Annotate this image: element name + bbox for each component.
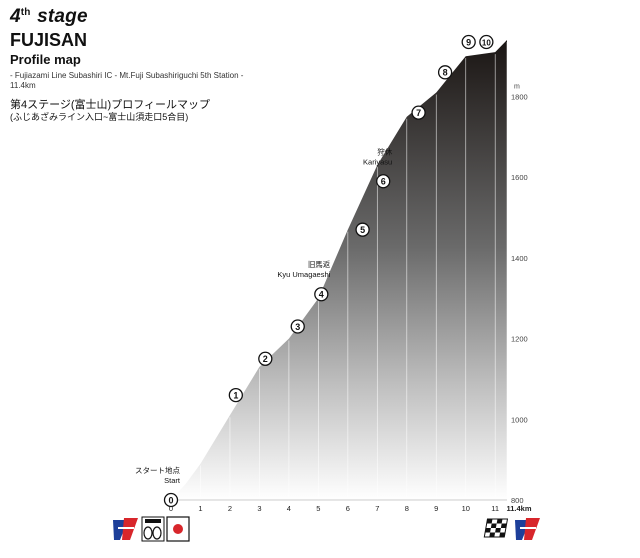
checkpoint-label: 0: [168, 495, 173, 505]
annotation-en: Kyu Umagaeshi: [277, 270, 330, 279]
x-tick-label: 9: [434, 504, 438, 513]
x-tick-label: 11: [491, 504, 499, 513]
x-tick-label: 4: [287, 504, 291, 513]
checkpoint-label: 2: [263, 354, 268, 364]
x-tick-label: 7: [375, 504, 379, 513]
checkpoint-marker: [437, 65, 453, 80]
elevation-area-group: [171, 40, 507, 500]
checkpoint-marker: [376, 174, 391, 189]
checkpoint-label: 1: [233, 390, 238, 400]
x-tick-label: 11.4km: [506, 504, 531, 513]
y-tick-label: 1400: [511, 254, 528, 263]
route-distance: 11.4km: [10, 81, 36, 90]
checkpoint-marker: [228, 387, 243, 403]
checkpoint-marker: [479, 34, 494, 50]
checkpoint-marker: [163, 492, 179, 508]
annotation-jp: スタート地点: [135, 465, 180, 475]
checkered-flag: [483, 518, 509, 538]
checkpoint-marker: [355, 222, 370, 237]
route-description: - Fujiazami Line Subashiri IC - Mt.Fuji …: [10, 71, 300, 91]
checkpoint-label: 9: [466, 37, 471, 47]
x-axis: 0 1 2 3 4 5 6 7 8 9 10 11 11.4km: [169, 499, 532, 513]
y-tick-label: 1200: [511, 335, 528, 344]
x-tick-label: 3: [257, 504, 261, 513]
jp-title: 第4ステージ(富士山)プロフィールマップ: [10, 99, 211, 111]
x-tick-label: 5: [316, 504, 320, 513]
checkpoint-marker: [290, 319, 305, 334]
y-tick-label: 1000: [511, 415, 528, 424]
checkpoint-marker: [258, 351, 273, 366]
checkpoint-label: 10: [482, 38, 491, 47]
profile-map-title: Profile map: [10, 52, 81, 67]
x-tick-label: 8: [405, 504, 409, 513]
checkpoint-label: 4: [319, 290, 324, 300]
tour-logo-left: [113, 518, 138, 540]
tour-logo-right: [515, 518, 540, 540]
checkpoint-label: 5: [360, 225, 365, 235]
jp-route: (ふじあざみライン入口~富士山須走口5合目): [10, 112, 189, 122]
x-tick-label: 6: [346, 504, 350, 513]
checkpoint-label: 6: [381, 177, 386, 187]
checkpoint-marker: [314, 287, 329, 302]
y-tick-label: 800: [511, 496, 524, 505]
km-gridlines: [200, 42, 508, 500]
checkpoint-label: 7: [416, 108, 421, 118]
elevation-area: [171, 40, 507, 500]
checkpoint-markers: 0 1 2 3 4 5 6 7 8 9 10: [163, 34, 494, 508]
cycle-tour-badge: [141, 516, 165, 542]
checkpoint-marker: [461, 34, 476, 50]
checkpoint-label: 8: [443, 68, 448, 78]
stage-number: 4th stage: [10, 6, 88, 27]
japan-flag-badge: [166, 516, 190, 542]
checkpoint-label: 3: [295, 322, 300, 332]
annotation-jp: 狩休: [377, 146, 392, 156]
y-tick-label: 1600: [511, 173, 528, 182]
x-tick-label: 0: [169, 504, 173, 513]
checkpoint-marker: [411, 105, 426, 120]
y-tick-label: 1800: [511, 93, 528, 102]
annotation-jp: 旧馬返: [308, 260, 331, 269]
course-name: FUJISAN: [10, 30, 88, 50]
route-text: - Fujiazami Line Subashiri IC - Mt.Fuji …: [10, 71, 244, 80]
x-tick-label: 1: [198, 504, 202, 513]
y-unit-label: m: [514, 84, 520, 91]
annotation-en: Kariyasu: [363, 157, 392, 166]
x-tick-label: 2: [228, 504, 232, 513]
x-tick-label: 10: [462, 504, 470, 513]
annotation-en: Start: [164, 476, 181, 485]
y-axis: 800 1000 1200 1400 1600 1800 m: [511, 84, 528, 505]
